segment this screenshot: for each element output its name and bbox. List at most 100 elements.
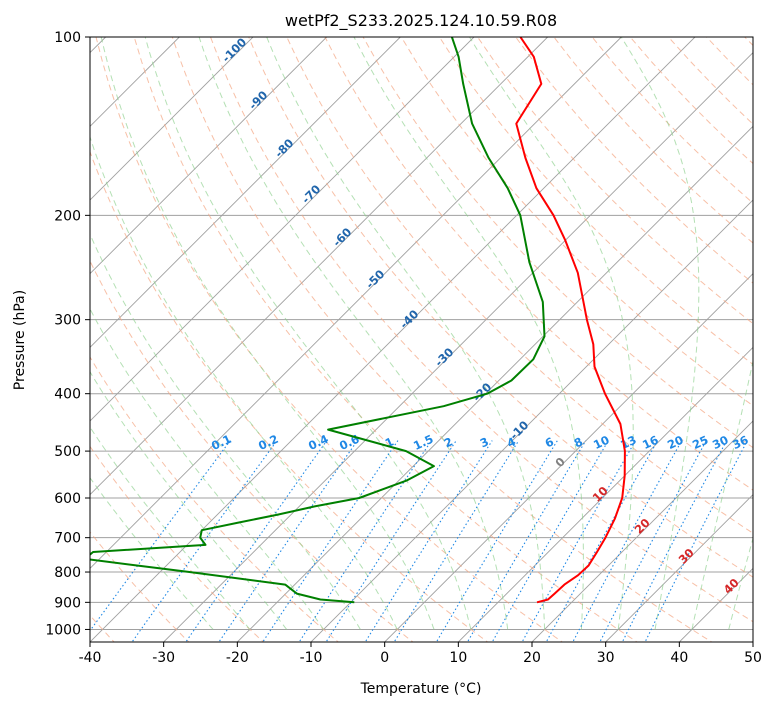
mixing-ratio-line	[545, 440, 659, 642]
y-axis-ticks: 100 200 300 400 500 600 700 800 900 1000	[45, 30, 90, 638]
mixing-ratio-line	[131, 440, 278, 642]
mixing-ratio-line	[572, 440, 683, 642]
moist-adiabat-line	[144, 37, 472, 630]
moist-adiabat-line	[90, 476, 214, 630]
moist-adiabats	[90, 37, 753, 630]
dry-adiabat-line	[90, 445, 265, 642]
mixing-ratio-line	[325, 440, 457, 642]
x-axis-ticks: -40 -30 -20 -10 0 10 20 30 40 50	[79, 642, 762, 666]
moist-adiabat-line	[90, 308, 324, 630]
isobar-grid	[90, 37, 753, 630]
moist-adiabat-line	[198, 37, 509, 630]
y-tick-label: 700	[54, 531, 81, 547]
dry-adiabat-line	[400, 37, 753, 407]
moist-adiabat-line	[100, 37, 435, 630]
moist-adiabat-line	[90, 135, 398, 630]
moist-adiabat-line	[620, 37, 700, 630]
isotherm-line	[90, 37, 696, 642]
dry-adiabat-line	[90, 356, 339, 642]
isotherm-line	[163, 52, 753, 642]
temperature-line	[515, 37, 626, 604]
isotherm-line	[458, 346, 753, 642]
x-tick-label: 30	[597, 650, 615, 666]
isotherm-grid	[90, 37, 753, 642]
dry-adiabat-line	[286, 37, 753, 534]
dry-adiabat-line	[133, 37, 638, 642]
dry-adiabat-line	[210, 37, 753, 623]
x-tick-label: -40	[79, 650, 102, 666]
mixing-ratio-line	[466, 440, 587, 642]
isotherm-line	[90, 37, 254, 201]
moist-adiabat-line	[90, 426, 251, 630]
mixing-ratio-label: 20	[665, 433, 685, 452]
isotherm-line	[90, 37, 548, 496]
y-tick-label: 200	[54, 208, 81, 224]
mixing-ratio-line	[599, 440, 707, 642]
isotherm-line	[90, 37, 475, 422]
sounding-profiles	[90, 37, 626, 604]
dry-adiabat-line	[171, 37, 713, 642]
y-axis-label: Pressure (hPa)	[12, 290, 28, 390]
mixing-ratio-line	[185, 440, 328, 642]
moist-adiabat-line	[691, 358, 753, 630]
isotherm-line	[605, 494, 753, 642]
x-tick-label: -30	[152, 650, 175, 666]
isotherm-line	[237, 125, 753, 642]
mixing-ratio-line	[491, 440, 609, 642]
mixing-ratio-label: 16	[640, 433, 660, 452]
mixing-ratio-line	[298, 440, 432, 642]
x-tick-label: 0	[380, 650, 389, 666]
chart-title: wetPf2_S233.2025.124.10.59.R08	[285, 11, 557, 31]
y-tick-label: 400	[54, 387, 81, 403]
mixing-ratio-line	[435, 440, 558, 642]
mixing-ratio-lines	[90, 440, 748, 642]
plot-area: -100-90-80-70-60-50-40-30-20-10010203040…	[90, 37, 753, 642]
dry-adiabat-line	[248, 37, 753, 578]
mixing-ratio-line	[364, 440, 493, 642]
y-tick-label: 900	[54, 595, 81, 611]
dry-adiabat-line	[477, 37, 753, 325]
mixing-ratio-line	[262, 440, 399, 642]
dry-adiabat-line	[95, 37, 564, 642]
y-tick-label: 300	[54, 313, 81, 329]
x-tick-label: 20	[523, 650, 541, 666]
y-tick-label: 100	[54, 30, 81, 46]
dry-adiabat-line	[324, 37, 753, 491]
dewpoint-line	[90, 37, 546, 604]
y-tick-label: 800	[54, 565, 81, 581]
dry-adiabat-line	[90, 259, 414, 642]
mixing-ratio-line	[393, 440, 520, 642]
x-axis-label: Temperature (°C)	[360, 681, 482, 697]
y-tick-label: 600	[54, 491, 81, 507]
moist-adiabat-line	[469, 37, 634, 630]
mixing-ratio-label: 30	[710, 433, 730, 452]
x-tick-label: 40	[670, 650, 688, 666]
isotherm-line	[310, 199, 753, 642]
isotherm-line	[90, 37, 401, 348]
moist-adiabat-line	[353, 37, 584, 630]
mixing-ratio-label: 10	[591, 433, 611, 452]
isotherm-line	[384, 273, 753, 642]
y-tick-label: 1000	[45, 622, 81, 638]
y-tick-label: 500	[54, 444, 81, 460]
isotherm-line	[531, 420, 753, 642]
dry-adiabat-line	[438, 37, 753, 366]
x-tick-label: -10	[300, 650, 323, 666]
moist-adiabat-line	[728, 536, 753, 630]
moist-adiabat-line	[90, 232, 361, 630]
x-tick-label: -20	[226, 650, 249, 666]
mixing-ratio-line	[521, 440, 637, 642]
mixing-ratio-label: 25	[690, 433, 710, 452]
plot-frame	[89, 36, 754, 643]
moist-adiabat-line	[266, 37, 546, 630]
x-tick-label: 10	[449, 650, 467, 666]
x-tick-label: 50	[744, 650, 762, 666]
moist-adiabat-line	[90, 370, 288, 630]
isotherm-line	[90, 37, 327, 275]
mixing-ratio-label: 36	[730, 433, 750, 452]
dry-adiabats	[90, 37, 753, 642]
mixing-ratio-line	[621, 440, 728, 642]
dry-adiabat-line	[362, 37, 753, 449]
